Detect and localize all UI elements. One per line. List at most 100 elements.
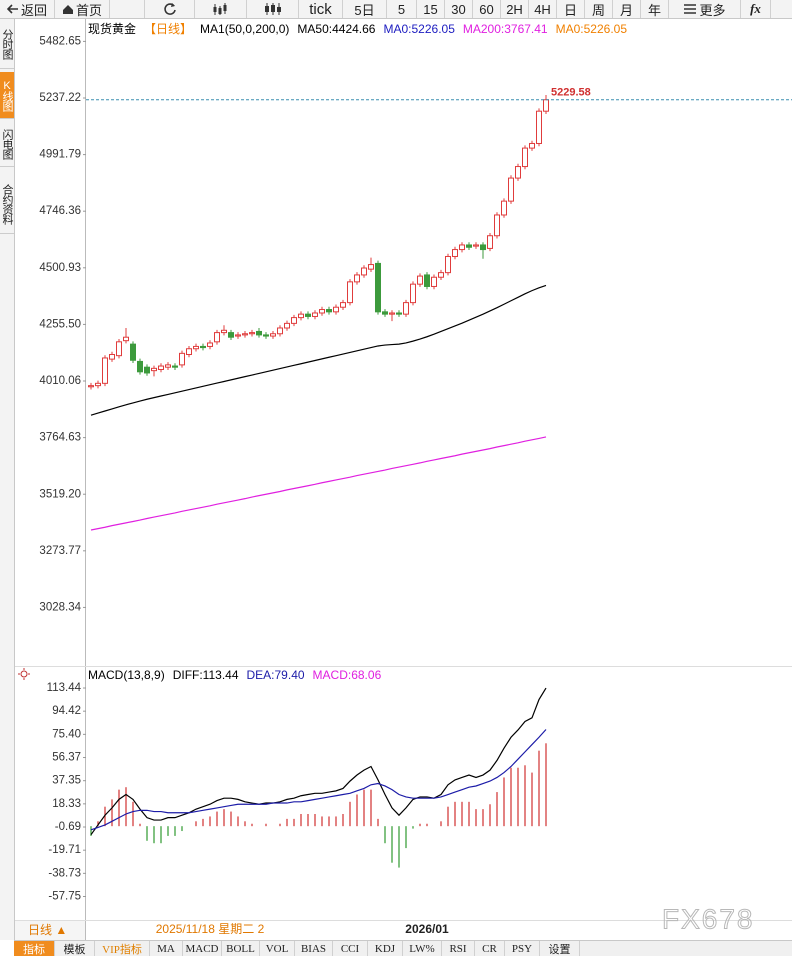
back-button[interactable]: 返回: [0, 0, 55, 18]
candle-body: [452, 249, 458, 257]
button-label: 首页: [75, 2, 102, 18]
candle-body: [214, 332, 220, 343]
indicator-tabs: 指标 模板 VIP指标 MA MACD BOLL VOL BIAS CCI KD…: [14, 940, 792, 956]
candle-body: [536, 110, 542, 144]
legend-entry: MA0:5226.05: [383, 22, 455, 36]
legend-entry: DEA:79.40: [247, 668, 305, 682]
period-button[interactable]: 15: [417, 0, 445, 18]
refresh-icon: [163, 3, 176, 15]
button-label: 更多: [699, 2, 726, 18]
candle-body: [375, 262, 381, 313]
x-tick-label: 2026/01: [405, 922, 449, 936]
candle-body: [88, 385, 94, 388]
candle-body: [95, 382, 101, 387]
indicator-tab[interactable]: KDJ: [368, 941, 403, 956]
period-button[interactable]: 5日: [343, 0, 387, 18]
candle-body: [144, 366, 150, 374]
indicator-tab[interactable]: MACD: [183, 941, 222, 956]
indicator-tab[interactable]: BOLL: [222, 941, 260, 956]
legend-entry: MACD:68.06: [313, 668, 382, 682]
candle-body: [473, 244, 479, 247]
y-tick-label: -0.69: [55, 821, 81, 833]
indicator-tab[interactable]: RSI: [442, 941, 475, 956]
y-tick-label: 5482.65: [39, 35, 81, 47]
y-tick-label: -57.75: [48, 891, 81, 903]
candle-body: [256, 330, 262, 336]
candle-body: [396, 312, 402, 315]
candle-body: [305, 313, 311, 317]
candle-body: [333, 306, 339, 313]
legend-entry: MA0:5226.05: [556, 22, 628, 36]
side-tab[interactable]: K线图: [0, 72, 14, 119]
indicator-tab[interactable]: VIP指标: [95, 941, 150, 956]
indicator-tab[interactable]: LW%: [403, 941, 442, 956]
side-tab[interactable]: 分时图: [0, 20, 14, 69]
candle-body: [235, 334, 241, 337]
period-button[interactable]: 月: [613, 0, 641, 18]
y-tick-label: 3028.34: [39, 601, 81, 613]
candle-body: [228, 332, 234, 338]
candle-body: [242, 333, 248, 336]
candle-body: [501, 200, 507, 216]
period-button[interactable]: 日: [557, 0, 585, 18]
y-tick-label: 4746.36: [39, 205, 81, 217]
candle-body: [403, 302, 409, 315]
formula-button[interactable]: fx: [741, 0, 771, 18]
indicator-tab[interactable]: MA: [150, 941, 183, 956]
candle-body: [221, 329, 227, 334]
candle-body: [123, 336, 129, 342]
indicator-tab[interactable]: VOL: [260, 941, 295, 956]
back-icon: [6, 4, 18, 14]
y-tick-label: 75.40: [52, 728, 81, 740]
candle-body: [130, 343, 136, 361]
refresh-button[interactable]: [145, 0, 195, 18]
side-tab[interactable]: 闪电图: [0, 122, 14, 167]
candle-body: [354, 274, 360, 283]
y-tick-label: 3273.77: [39, 545, 81, 557]
y-tick-label: 113.44: [47, 682, 82, 694]
last-price-label: 5229.58: [551, 87, 591, 99]
indicator-tab[interactable]: 指标: [14, 941, 55, 956]
period-button[interactable]: tick: [299, 0, 343, 18]
period-button[interactable]: 2H: [501, 0, 529, 18]
candle-body: [319, 309, 325, 314]
indicator-tab[interactable]: BIAS: [295, 941, 333, 956]
candle-body: [277, 327, 283, 335]
indicator-tab[interactable]: PSY: [505, 941, 540, 956]
period-button[interactable]: 4H: [529, 0, 557, 18]
indicator-tab[interactable]: 模板: [55, 941, 95, 956]
period-button[interactable]: 30: [445, 0, 473, 18]
indicator-tab[interactable]: 设置: [540, 941, 580, 956]
candle-body: [494, 214, 500, 237]
candle-button[interactable]: [247, 0, 299, 18]
period-button[interactable]: 日线 ▲: [28, 923, 67, 937]
y-tick-label: -38.73: [48, 867, 81, 879]
indicator-tab[interactable]: CR: [475, 941, 505, 956]
home-button[interactable]: 首页: [55, 0, 110, 18]
side-tabs: 分时图 K线图 闪电图 合约资料: [0, 19, 15, 940]
candle-body: [312, 312, 318, 317]
kline-icon: [213, 3, 226, 15]
settings-icon[interactable]: [18, 668, 30, 680]
period-button[interactable]: 年: [641, 0, 669, 18]
period-button[interactable]: 60: [473, 0, 501, 18]
candle-body: [270, 333, 276, 337]
y-tick-label: 37.35: [52, 775, 81, 787]
period-button[interactable]: 周: [585, 0, 613, 18]
more-button[interactable]: 更多: [669, 0, 741, 18]
kline-button[interactable]: [195, 0, 247, 18]
indicator-tab[interactable]: CCI: [333, 941, 368, 956]
candle-body: [102, 357, 108, 384]
y-tick-label: 3519.20: [39, 488, 81, 500]
home-icon: [62, 4, 73, 14]
candle-body: [165, 364, 171, 368]
side-tab[interactable]: 合约资料: [0, 175, 14, 234]
candle-body: [151, 367, 157, 372]
period-button[interactable]: 5: [387, 0, 417, 18]
legend-entry: DIFF:113.44: [173, 668, 239, 682]
candle-body: [515, 166, 521, 179]
legend-entry: MA1(50,0,200,0): [200, 22, 289, 36]
legend-entry: MACD(13,8,9): [88, 668, 165, 682]
